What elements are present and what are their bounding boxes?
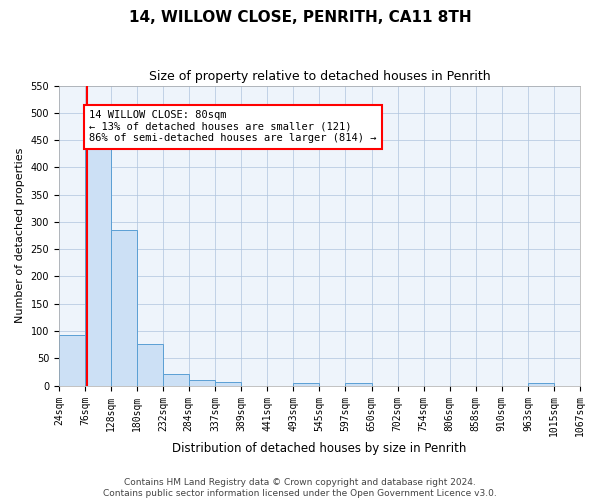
Bar [111, 230, 137, 386]
Bar [85, 134, 111, 386]
Bar [163, 374, 189, 386]
Bar [293, 383, 319, 386]
Bar [137, 344, 163, 386]
Title: Size of property relative to detached houses in Penrith: Size of property relative to detached ho… [149, 70, 490, 83]
Text: Contains HM Land Registry data © Crown copyright and database right 2024.
Contai: Contains HM Land Registry data © Crown c… [103, 478, 497, 498]
Bar [189, 380, 215, 386]
Text: 14, WILLOW CLOSE, PENRITH, CA11 8TH: 14, WILLOW CLOSE, PENRITH, CA11 8TH [128, 10, 472, 25]
Y-axis label: Number of detached properties: Number of detached properties [15, 148, 25, 324]
Bar [59, 336, 85, 386]
Text: 14 WILLOW CLOSE: 80sqm
← 13% of detached houses are smaller (121)
86% of semi-de: 14 WILLOW CLOSE: 80sqm ← 13% of detached… [89, 110, 377, 144]
X-axis label: Distribution of detached houses by size in Penrith: Distribution of detached houses by size … [172, 442, 467, 455]
Bar [215, 382, 241, 386]
Bar [345, 383, 371, 386]
Bar [528, 383, 554, 386]
